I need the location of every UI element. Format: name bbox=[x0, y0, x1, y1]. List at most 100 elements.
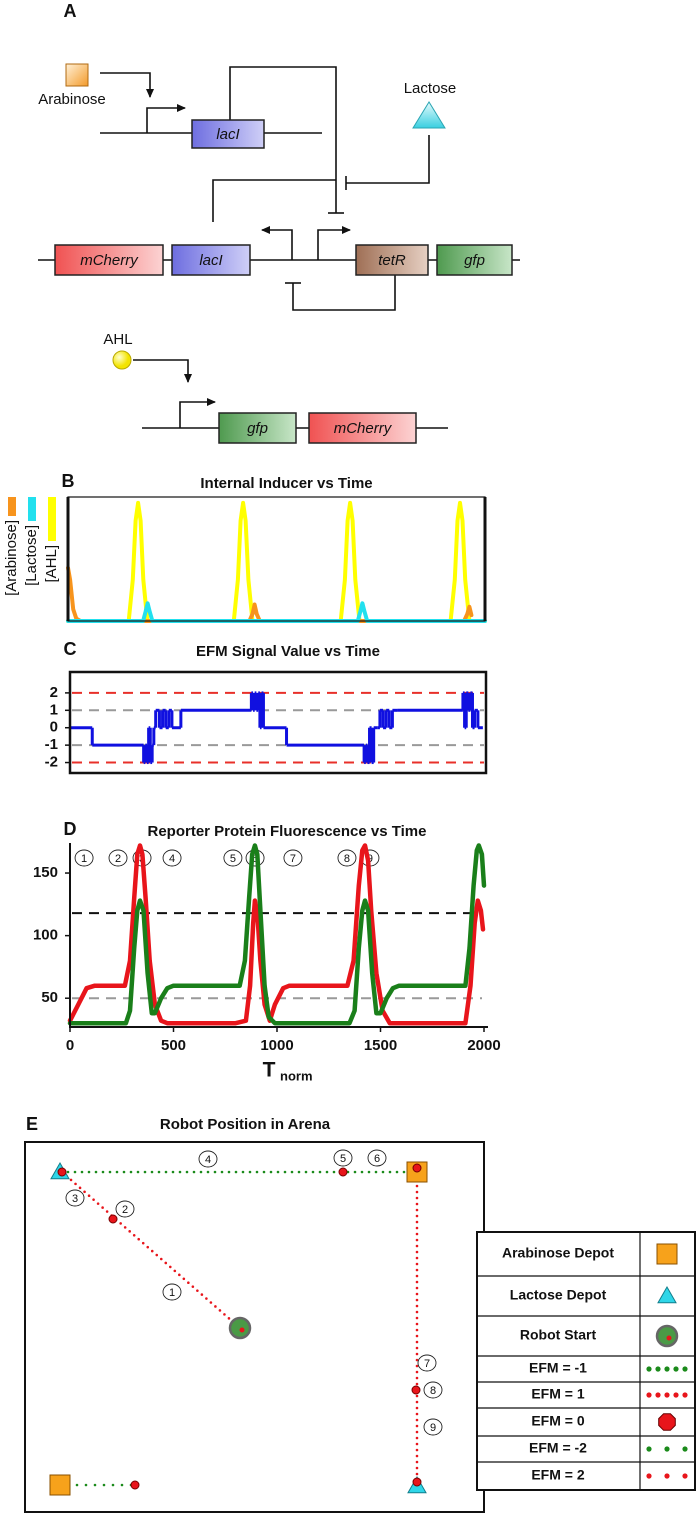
y-tick-label: -1 bbox=[45, 736, 58, 753]
annotation-label: 4 bbox=[169, 853, 175, 865]
gene-label: mCherry bbox=[334, 420, 393, 437]
circuit-line bbox=[292, 275, 396, 311]
y-tick-label: -2 bbox=[45, 754, 58, 771]
inducer-label: Arabinose bbox=[38, 91, 106, 108]
legend-dot bbox=[655, 1366, 661, 1372]
lactose-depot bbox=[657, 1285, 677, 1304]
legend-dot bbox=[664, 1473, 670, 1479]
annotation-label: 7 bbox=[290, 853, 296, 865]
efm-zero-dot bbox=[338, 1167, 348, 1177]
path-label: 4 bbox=[205, 1154, 211, 1166]
panel-label: D bbox=[64, 819, 77, 839]
legend-dot bbox=[682, 1392, 688, 1398]
inducer-label: AHL bbox=[103, 331, 132, 348]
gene-label: lacI bbox=[199, 252, 222, 269]
path-label-circle bbox=[162, 1283, 182, 1301]
gene-box bbox=[191, 119, 265, 149]
path-label-circle bbox=[423, 1418, 443, 1436]
y-tick-label: 100 bbox=[33, 927, 58, 944]
lactose-icon bbox=[412, 101, 446, 129]
robot bbox=[228, 1316, 252, 1340]
data-line bbox=[67, 843, 487, 1026]
axis-line bbox=[69, 843, 488, 1028]
efm-zero-dot bbox=[57, 1167, 67, 1177]
gene-box bbox=[171, 244, 251, 276]
activation-arrow bbox=[146, 104, 186, 133]
gene-label: mCherry bbox=[80, 252, 139, 269]
path-label: 3 bbox=[72, 1193, 78, 1205]
arabinose-depot bbox=[656, 1243, 678, 1265]
y-tick-label: 150 bbox=[33, 864, 58, 881]
legend-dot bbox=[646, 1392, 652, 1398]
path-label-circle bbox=[198, 1150, 218, 1168]
chart-title: EFM Signal Value vs Time bbox=[196, 643, 380, 660]
annotation-label-circle bbox=[162, 849, 182, 867]
legend-dot bbox=[673, 1392, 679, 1398]
annotation-label: 6 bbox=[252, 853, 258, 865]
legend-label: EFM = 2 bbox=[531, 1467, 585, 1483]
gene-box bbox=[54, 244, 164, 276]
annotation-label: 1 bbox=[81, 853, 87, 865]
legend-table bbox=[476, 1231, 696, 1491]
legend-dot bbox=[682, 1366, 688, 1372]
gene-label: tetR bbox=[378, 252, 406, 269]
efm-zero-dot bbox=[412, 1477, 422, 1487]
annotation-label: 8 bbox=[344, 853, 350, 865]
legend-swatch bbox=[28, 497, 36, 521]
legend-dot bbox=[682, 1473, 688, 1479]
x-axis-label-sub: norm bbox=[280, 1068, 313, 1083]
robot-eye bbox=[239, 1327, 245, 1333]
legend-dot bbox=[664, 1446, 670, 1452]
legend-label: [Arabinose] bbox=[3, 520, 20, 596]
legend-dot bbox=[646, 1366, 652, 1372]
efm-zero-dot bbox=[130, 1480, 140, 1490]
path-label-circle bbox=[65, 1189, 85, 1207]
activation-arrow bbox=[179, 398, 216, 428]
x-tick-label: 1000 bbox=[260, 1037, 293, 1054]
legend-label: Robot Start bbox=[520, 1327, 597, 1343]
legend-label: EFM = 1 bbox=[531, 1386, 585, 1402]
y-tick-label: 2 bbox=[50, 684, 58, 701]
legend-dot bbox=[682, 1446, 688, 1452]
legend-dot bbox=[664, 1392, 670, 1398]
path-label-circle bbox=[115, 1200, 135, 1218]
data-line bbox=[66, 565, 474, 623]
efm-zero-dot bbox=[412, 1163, 422, 1173]
panel-label: A bbox=[64, 1, 77, 21]
annotation-label-circle bbox=[74, 849, 94, 867]
path-label: 9 bbox=[430, 1422, 436, 1434]
robot-track bbox=[60, 1170, 242, 1330]
ahl-icon bbox=[112, 350, 132, 370]
panel-label: C bbox=[64, 639, 77, 659]
robot bbox=[655, 1324, 679, 1348]
inducer-label: Lactose bbox=[404, 80, 457, 97]
legend-label: Arabinose Depot bbox=[502, 1245, 614, 1261]
efm-zero-dot bbox=[108, 1214, 118, 1224]
activation-arrow bbox=[133, 359, 192, 383]
x-tick-label: 2000 bbox=[467, 1037, 500, 1054]
annotation-label-circle bbox=[108, 849, 128, 867]
arena bbox=[24, 1141, 485, 1513]
activation-arrow bbox=[100, 72, 154, 98]
path-label-circle bbox=[333, 1149, 353, 1167]
legend-label: EFM = -1 bbox=[529, 1360, 587, 1376]
annotation-label-circle bbox=[337, 849, 357, 867]
legend-label: Lactose Depot bbox=[510, 1287, 607, 1303]
arena-title: Robot Position in Arena bbox=[160, 1116, 331, 1133]
legend-swatch bbox=[48, 497, 56, 541]
path-label-circle bbox=[423, 1381, 443, 1399]
path-label: 5 bbox=[340, 1153, 346, 1165]
x-axis-label: T bbox=[263, 1059, 276, 1082]
chart-title: Internal Inducer vs Time bbox=[200, 475, 372, 492]
legend-dot bbox=[646, 1446, 652, 1452]
path-label: 2 bbox=[122, 1204, 128, 1216]
legend-label: [AHL] bbox=[43, 545, 60, 583]
gene-box bbox=[218, 412, 297, 444]
activation-arrow bbox=[261, 226, 293, 260]
x-tick-label: 1500 bbox=[364, 1037, 397, 1054]
path-label: 8 bbox=[430, 1385, 436, 1397]
activation-arrow bbox=[317, 226, 351, 260]
plot-frame bbox=[68, 670, 488, 775]
